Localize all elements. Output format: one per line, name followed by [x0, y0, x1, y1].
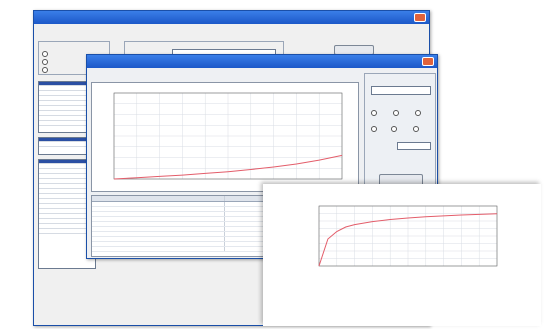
core-list-header — [39, 82, 95, 86]
table-row[interactable] — [39, 101, 95, 106]
table-row[interactable] — [39, 111, 95, 116]
table-row[interactable] — [39, 209, 95, 214]
table-row[interactable] — [39, 174, 95, 179]
table-cell — [92, 232, 225, 236]
table-row[interactable] — [39, 184, 95, 189]
curve-window-titlebar — [87, 55, 437, 68]
curve-color-select[interactable] — [397, 142, 431, 150]
curve-chart — [91, 82, 359, 192]
table-cell — [92, 207, 225, 211]
series-line-1 — [113, 154, 343, 180]
report-column-header-1 — [291, 274, 368, 278]
table-row[interactable] — [39, 224, 95, 229]
report-table — [291, 274, 521, 278]
table-row[interactable] — [39, 106, 95, 111]
table-row[interactable] — [39, 96, 95, 101]
close-icon[interactable] — [414, 13, 426, 22]
core-id-input[interactable] — [371, 86, 431, 95]
table-row[interactable] — [39, 179, 95, 184]
table-row[interactable] — [39, 214, 95, 219]
table-cell — [92, 222, 225, 226]
query-mode-radio-3[interactable] — [42, 67, 48, 73]
curve-type-radio-2[interactable] — [393, 110, 399, 116]
query-mode-radio-2[interactable] — [42, 59, 48, 65]
table-cell — [92, 237, 225, 241]
plot-frame — [113, 92, 343, 180]
table-row[interactable] — [39, 194, 95, 199]
table-cell — [92, 227, 225, 231]
table-row[interactable] — [39, 142, 95, 147]
core-measurements-header — [39, 160, 95, 164]
printed-report — [263, 184, 541, 326]
curve-type-radio-3[interactable] — [415, 110, 421, 116]
option-checkbox-2[interactable] — [391, 126, 397, 132]
table-row[interactable] — [39, 116, 95, 121]
report-table-header — [291, 274, 521, 278]
table-row[interactable] — [39, 121, 95, 126]
table-row[interactable] — [39, 219, 95, 224]
table-cell — [92, 247, 225, 251]
curve-chart-svg — [113, 92, 343, 180]
report-column-header-2 — [368, 274, 445, 278]
table-row[interactable] — [39, 189, 95, 194]
table-row[interactable] — [39, 91, 95, 96]
table-cell — [92, 212, 225, 216]
table-row[interactable] — [39, 86, 95, 91]
table-row[interactable] — [39, 164, 95, 169]
table-cell — [92, 217, 225, 221]
option-checkbox-1[interactable] — [371, 126, 377, 132]
report-chart-svg — [318, 205, 498, 267]
core-params-header — [39, 138, 95, 142]
column-header-1 — [92, 196, 225, 201]
table-cell — [92, 242, 225, 246]
curve-type-radio-1[interactable] — [371, 110, 377, 116]
option-checkbox-3[interactable] — [413, 126, 419, 132]
table-row[interactable] — [39, 204, 95, 209]
table-row[interactable] — [39, 169, 95, 174]
series-line-1 — [318, 213, 498, 267]
table-row[interactable] — [39, 229, 95, 234]
report-column-header-3 — [444, 274, 521, 278]
plot-frame — [318, 205, 498, 267]
query-window-titlebar — [34, 11, 429, 24]
table-cell — [92, 202, 225, 206]
query-mode-radio-1[interactable] — [42, 51, 48, 57]
close-icon[interactable] — [422, 57, 434, 66]
table-row[interactable] — [39, 199, 95, 204]
